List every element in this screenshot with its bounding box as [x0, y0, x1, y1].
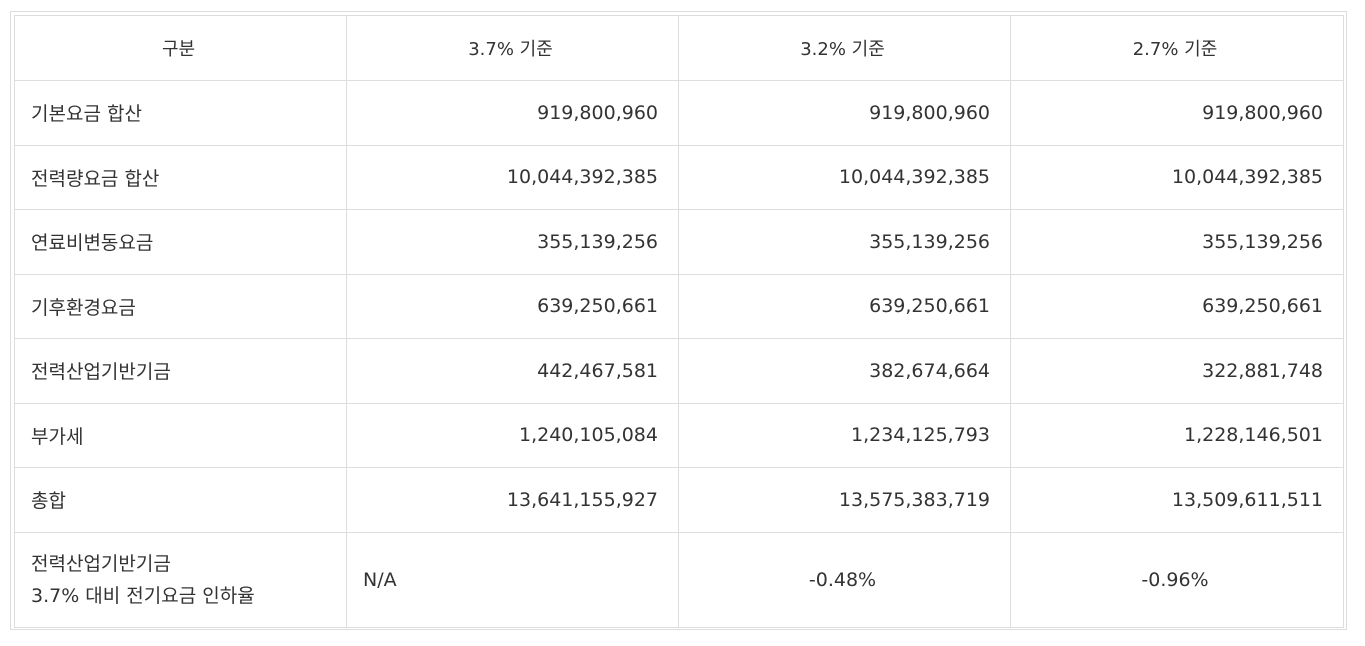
table-row: 연료비변동요금 355,139,256 355,139,256 355,139,256	[14, 209, 1344, 275]
value-cell: 442,467,581	[346, 338, 679, 404]
header-row: 구분 3.7% 기준 3.2% 기준 2.7% 기준	[14, 15, 1344, 81]
footer-row: 전력산업기반기금 3.7% 대비 전기요금 인하율 N/A -0.48% -0.96%	[14, 531, 1344, 628]
value-cell: -0.48%	[678, 531, 1011, 628]
value-cell: N/A	[346, 531, 679, 628]
label-line: 전력산업기반기금	[31, 552, 171, 575]
value-cell: 355,139,256	[678, 209, 1011, 275]
value-cell: 382,674,664	[678, 338, 1011, 404]
value-cell: 322,881,748	[1010, 338, 1344, 404]
label-line: 3.7% 대비 전기요금 인하율	[31, 584, 255, 607]
table-row: 전력량요금 합산 10,044,392,385 10,044,392,385 10,0…	[14, 144, 1344, 210]
value-cell: 1,234,125,793	[678, 402, 1011, 468]
fee-table: 구분 3.7% 기준 3.2% 기준 2.7% 기준 기본요금 합산 919,800,96…	[14, 15, 1344, 628]
label-cell: 전력량요금 합산	[14, 144, 347, 210]
header-cell: 3.2% 기준	[678, 15, 1011, 81]
table-row: 부가세 1,240,105,084 1,234,125,793 1,228,146,5…	[14, 402, 1344, 468]
table-row: 기본요금 합산 919,800,960 919,800,960 919,800,960	[14, 80, 1344, 146]
label-cell: 기본요금 합산	[14, 80, 347, 146]
value-cell: 355,139,256	[1010, 209, 1344, 275]
label-cell: 기후환경요금	[14, 273, 347, 339]
value-cell: 1,228,146,501	[1010, 402, 1344, 468]
table-frame: 구분 3.7% 기준 3.2% 기준 2.7% 기준 기본요금 합산 919,800,96…	[10, 11, 1347, 630]
header-cell: 구분	[14, 15, 347, 81]
value-cell: 1,240,105,084	[346, 402, 679, 468]
value-cell: 919,800,960	[346, 80, 679, 146]
label-cell: 연료비변동요금	[14, 209, 347, 275]
value-cell: -0.96%	[1010, 531, 1344, 628]
table-row: 기후환경요금 639,250,661 639,250,661 639,250,661	[14, 273, 1344, 339]
value-cell: 13,575,383,719	[678, 467, 1011, 533]
value-cell: 639,250,661	[1010, 273, 1344, 339]
value-cell: 639,250,661	[346, 273, 679, 339]
value-cell: 10,044,392,385	[346, 144, 679, 210]
value-cell: 10,044,392,385	[1010, 144, 1344, 210]
label-cell: 부가세	[14, 402, 347, 468]
value-cell: 919,800,960	[1010, 80, 1344, 146]
value-cell: 355,139,256	[346, 209, 679, 275]
label-cell: 전력산업기반기금 3.7% 대비 전기요금 인하율	[14, 531, 347, 628]
label-cell: 전력산업기반기금	[14, 338, 347, 404]
value-cell: 639,250,661	[678, 273, 1011, 339]
label-cell: 총합	[14, 467, 347, 533]
value-cell: 10,044,392,385	[678, 144, 1011, 210]
value-cell: 919,800,960	[678, 80, 1011, 146]
header-cell: 2.7% 기준	[1010, 15, 1344, 81]
header-cell: 3.7% 기준	[346, 15, 679, 81]
table-row: 총합 13,641,155,927 13,575,383,719 13,509,611…	[14, 467, 1344, 533]
value-cell: 13,641,155,927	[346, 467, 679, 533]
value-cell: 13,509,611,511	[1010, 467, 1344, 533]
table-row: 전력산업기반기금 442,467,581 382,674,664 322,881,74…	[14, 338, 1344, 404]
